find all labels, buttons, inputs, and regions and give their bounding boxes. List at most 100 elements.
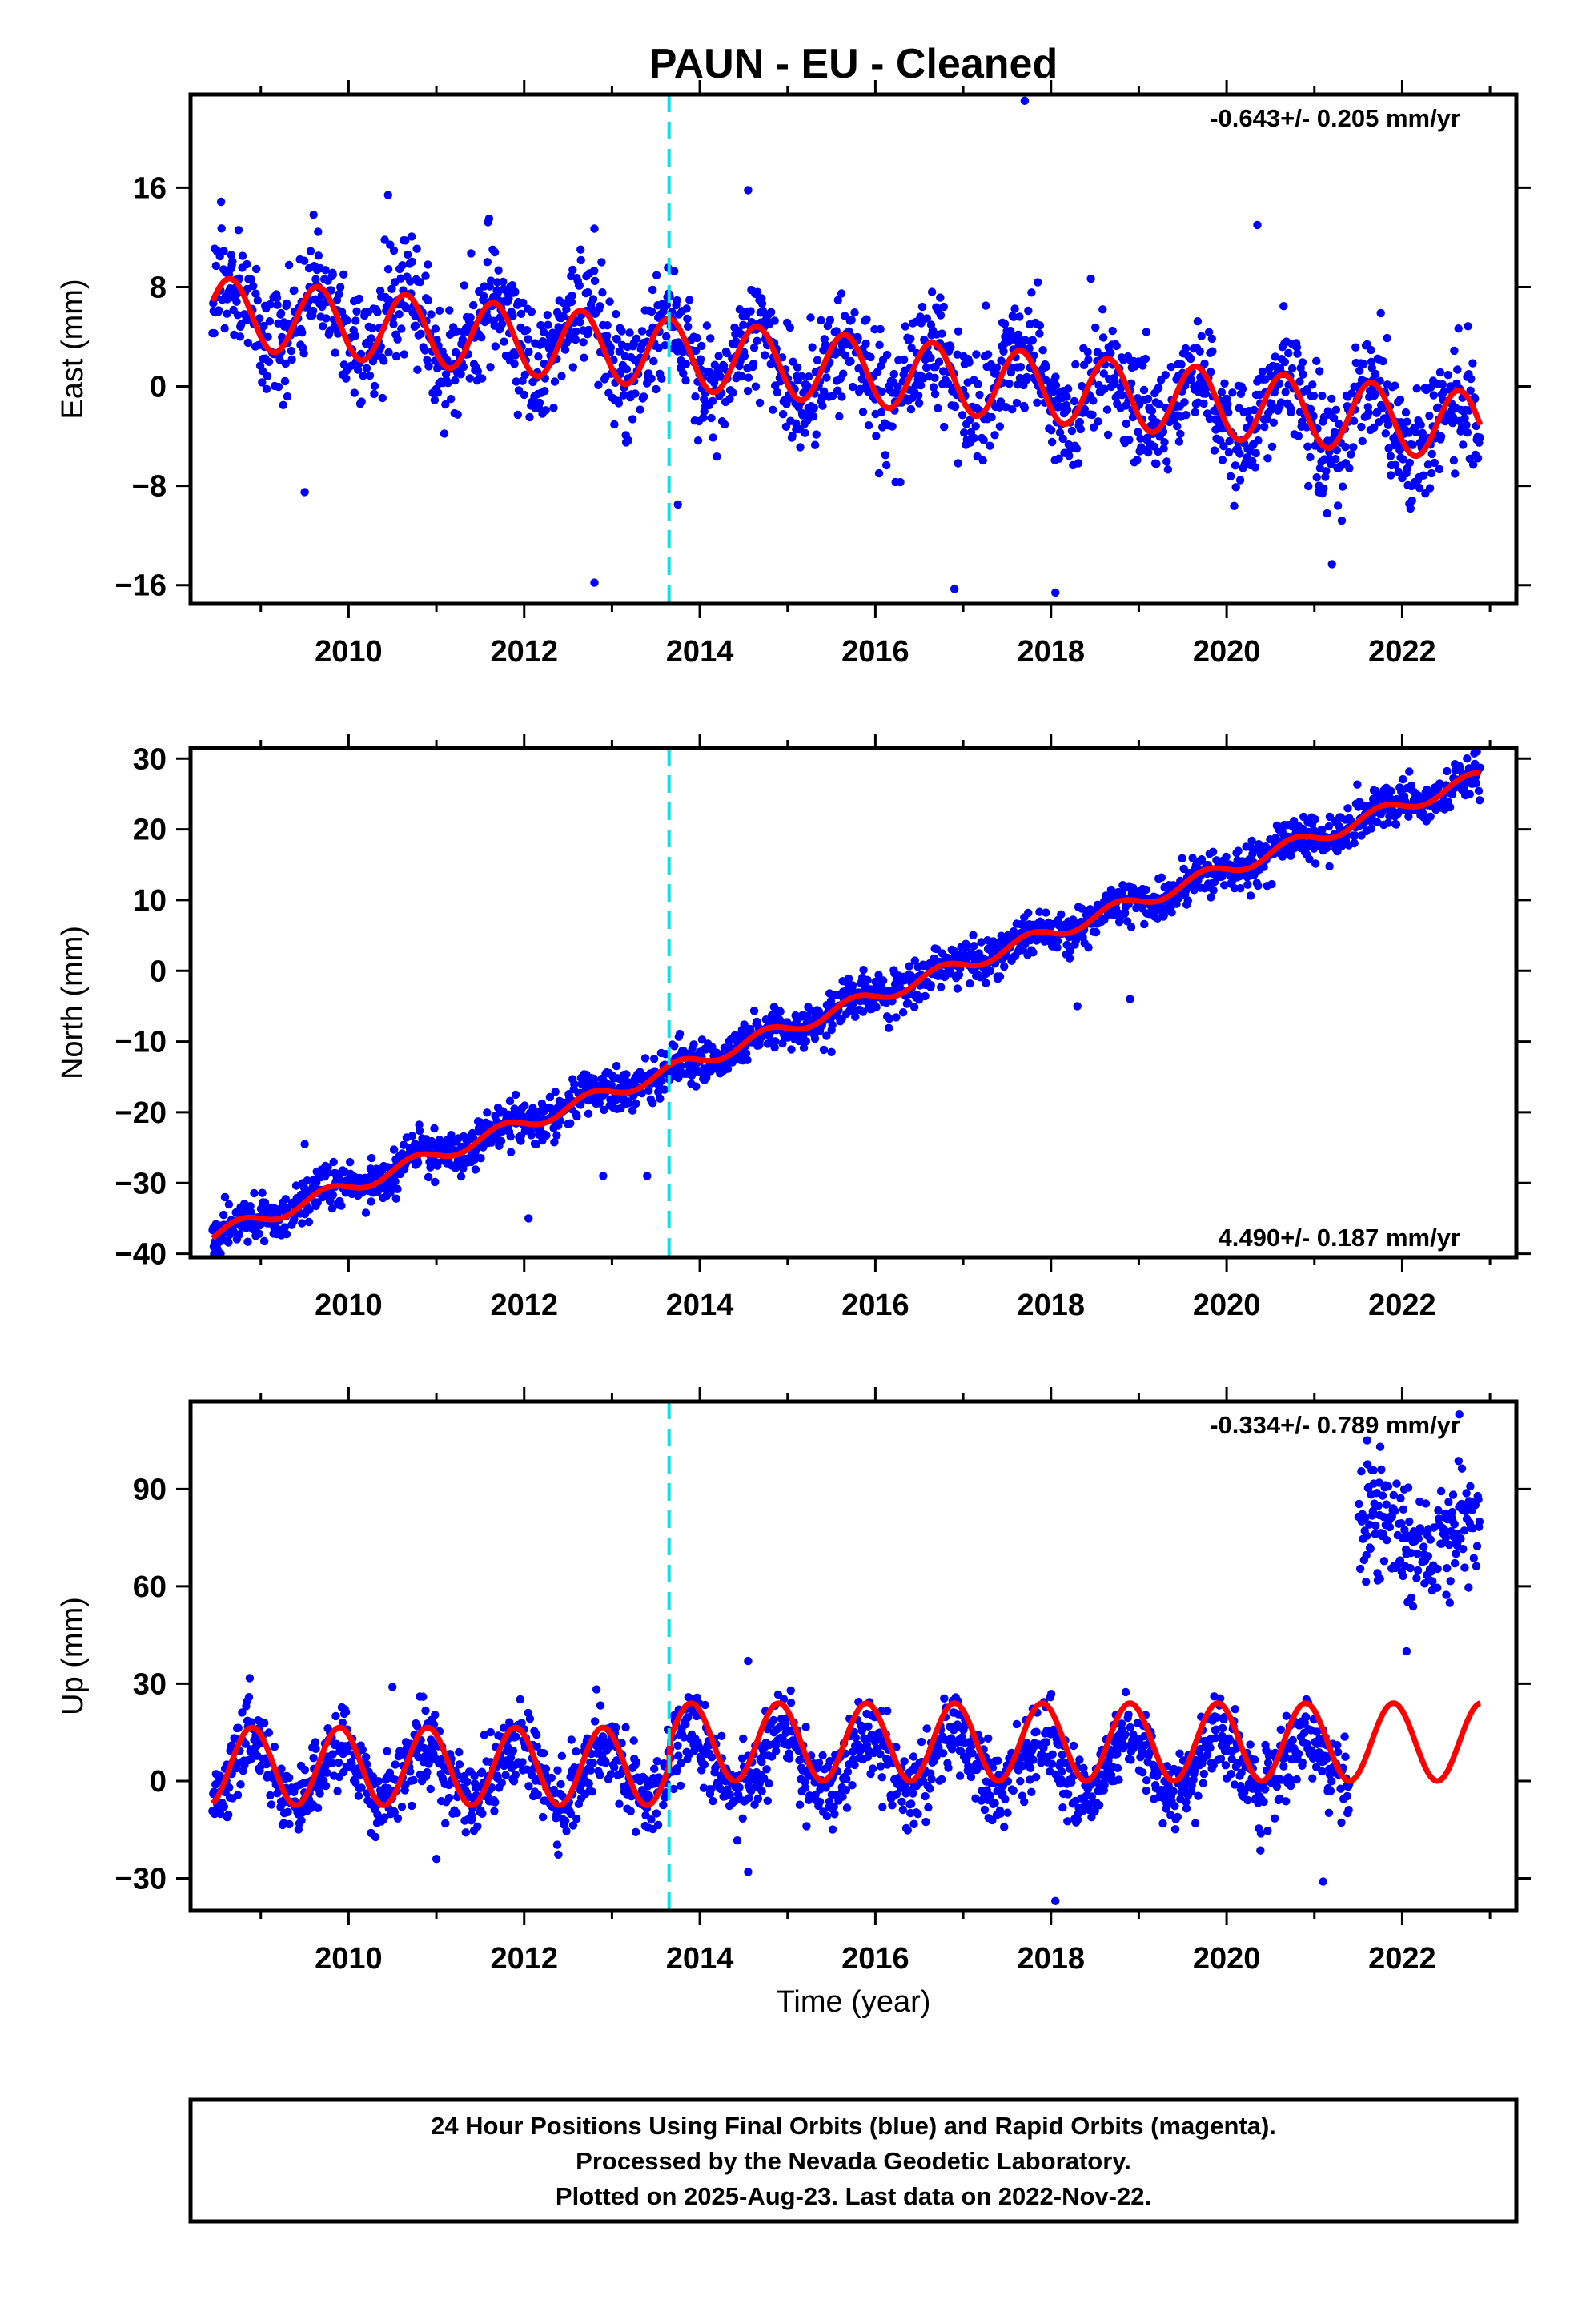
data-point (1098, 305, 1107, 314)
data-point (220, 324, 229, 333)
data-point (1322, 467, 1331, 476)
data-point (992, 363, 1002, 372)
data-point (682, 304, 691, 313)
data-point (1207, 334, 1217, 344)
data-point (1463, 754, 1472, 763)
data-point (874, 468, 884, 478)
data-point (970, 433, 979, 443)
data-point (939, 302, 948, 312)
data-point (1051, 380, 1061, 390)
data-point (795, 1800, 805, 1809)
data-point (572, 1814, 581, 1823)
data-point (1464, 322, 1472, 331)
data-point (520, 1101, 529, 1110)
data-point (738, 1814, 747, 1823)
data-point (393, 1814, 403, 1823)
data-point (560, 345, 570, 354)
data-point (986, 441, 994, 450)
data-point (568, 292, 576, 300)
data-point (1443, 766, 1452, 776)
data-point (1370, 423, 1379, 432)
data-point (328, 270, 337, 279)
data-point (1345, 464, 1354, 472)
data-point (1353, 780, 1362, 789)
data-point (1378, 404, 1387, 412)
data-point (337, 1201, 346, 1210)
data-point (674, 1751, 683, 1760)
data-point (1423, 460, 1433, 469)
x-tick-label: 2018 (1017, 635, 1085, 669)
data-point (536, 320, 545, 330)
data-point (210, 328, 219, 338)
data-point (556, 1779, 565, 1789)
data-point (1186, 376, 1196, 384)
data-point (1110, 379, 1119, 388)
data-point (497, 320, 507, 328)
data-point (461, 1828, 470, 1837)
data-point (751, 382, 761, 391)
data-point (813, 356, 822, 364)
data-point (311, 1738, 320, 1747)
data-point (697, 341, 706, 351)
data-point (1035, 321, 1045, 330)
data-point (287, 355, 296, 364)
data-point (1350, 838, 1359, 848)
data-point (770, 316, 779, 325)
data-point (930, 389, 940, 399)
data-point (761, 1015, 770, 1024)
data-point (518, 1758, 527, 1767)
data-point (713, 452, 721, 461)
data-point (1425, 412, 1434, 420)
data-point (496, 1136, 506, 1146)
data-point (1049, 388, 1058, 396)
outlier-point (950, 585, 959, 593)
data-point (1337, 516, 1347, 525)
data-point (763, 1796, 772, 1805)
data-point (629, 1736, 638, 1745)
data-point (219, 247, 228, 255)
data-point (1055, 428, 1065, 437)
data-point (1094, 417, 1102, 426)
data-point (1391, 820, 1401, 829)
data-point (547, 1773, 556, 1783)
data-point (245, 1674, 255, 1683)
panel-east: 2010 2012 2014 2016 2018 2020 2022−16−80816Eas… (56, 80, 1531, 669)
data-point (1351, 831, 1359, 840)
data-point (1193, 317, 1203, 326)
data-point (749, 360, 758, 368)
data-point (1191, 408, 1199, 416)
data-point (267, 1800, 276, 1809)
data-point (906, 404, 916, 414)
data-point (739, 320, 748, 329)
data-point (1154, 383, 1163, 392)
x-tick-label: 2016 (841, 1289, 909, 1322)
data-point (323, 1768, 331, 1777)
data-point (491, 342, 500, 351)
data-point (958, 411, 967, 420)
data-point (907, 344, 916, 352)
data-point (859, 966, 868, 975)
data-point (525, 412, 534, 422)
data-point (1069, 915, 1078, 924)
data-point (361, 1208, 371, 1217)
data-point (362, 364, 371, 372)
data-point (749, 1007, 759, 1015)
data-point (889, 369, 898, 379)
data-point (1086, 274, 1095, 283)
data-point (543, 311, 552, 320)
panel-up: 2010 2012 2014 2016 2018 2020 2022−300306090Up… (56, 1387, 1531, 1976)
data-point (533, 1790, 543, 1799)
data-point (552, 1131, 561, 1140)
data-point (809, 404, 818, 412)
data-point (275, 356, 284, 364)
y-tick-label: 10 (133, 884, 167, 918)
data-point (1033, 398, 1042, 407)
data-point (572, 327, 580, 336)
data-point (1315, 367, 1324, 376)
data-point (588, 1787, 596, 1796)
data-point (1006, 326, 1015, 336)
data-point (877, 387, 886, 396)
data-point (562, 1827, 571, 1835)
data-point (285, 1773, 294, 1783)
data-point (1468, 460, 1478, 469)
